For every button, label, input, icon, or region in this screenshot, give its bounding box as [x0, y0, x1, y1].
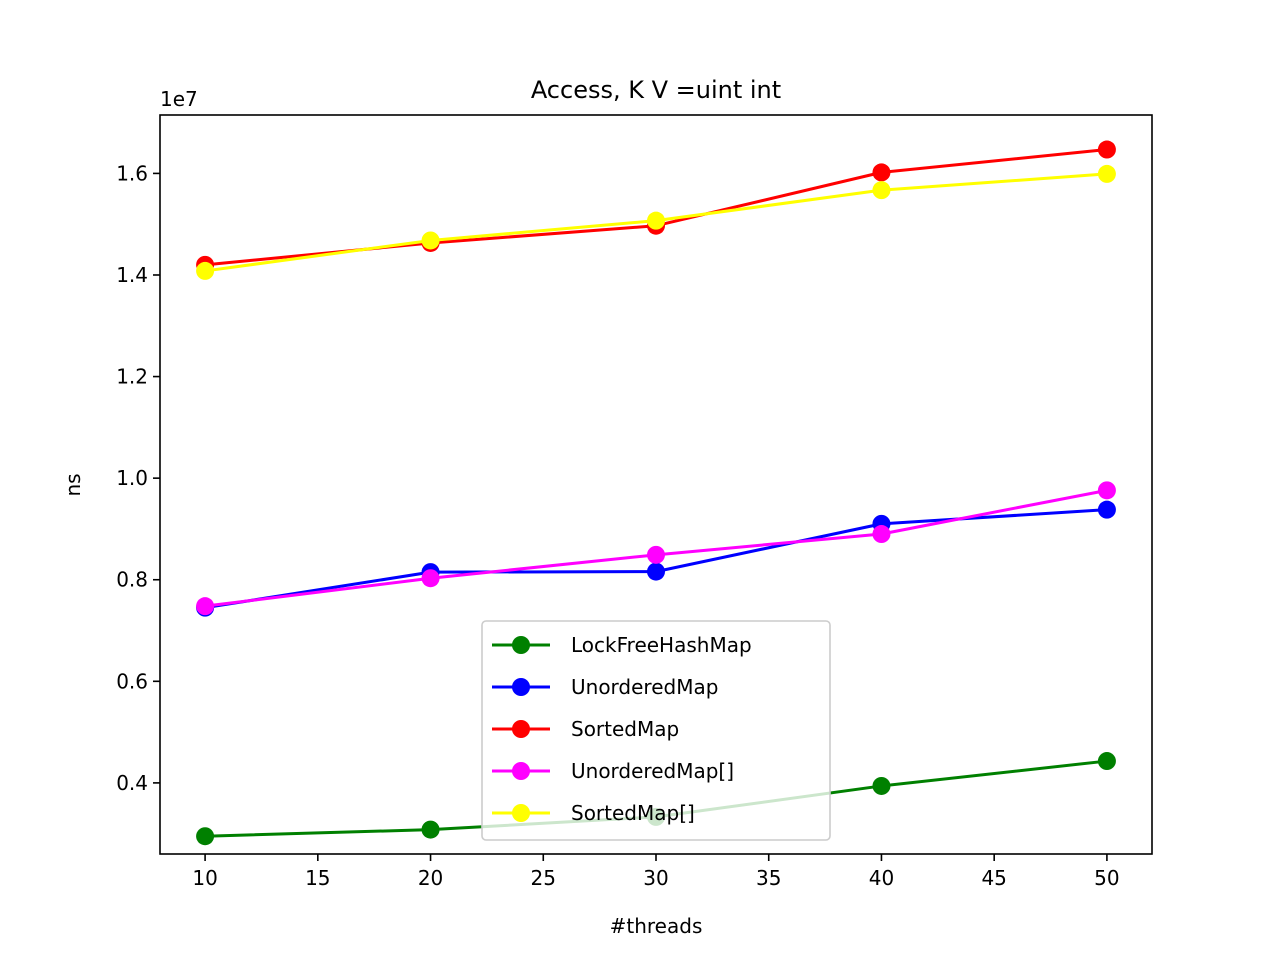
data-point: [1097, 752, 1116, 771]
legend-item: SortedMap[]: [492, 801, 695, 825]
legend-label: SortedMap: [571, 717, 679, 741]
x-axis-title: #threads: [610, 914, 703, 938]
y-tick-label: 0.6: [116, 669, 148, 693]
data-point: [421, 820, 440, 839]
data-point: [647, 211, 665, 230]
data-point: [1097, 481, 1116, 500]
x-tick-label: 20: [418, 866, 443, 890]
data-point: [196, 261, 215, 280]
series-unorderedmap: [196, 481, 1116, 616]
legend-item: SortedMap: [492, 717, 679, 741]
plot-area: [196, 140, 1116, 846]
data-point: [1097, 140, 1116, 159]
y-tick-label: 0.4: [116, 771, 148, 795]
data-point: [872, 163, 891, 182]
legend-marker: [512, 762, 530, 780]
x-tick-label: 35: [756, 866, 781, 890]
data-point: [1097, 500, 1116, 519]
data-point: [421, 231, 440, 250]
legend-label: UnorderedMap: [571, 675, 718, 699]
data-point: [647, 545, 665, 564]
legend-item: UnorderedMap[]: [492, 759, 734, 783]
x-tick-label: 40: [869, 866, 894, 890]
y-tick-label: 1.6: [116, 161, 148, 185]
legend-marker: [512, 678, 530, 696]
data-point: [196, 827, 215, 846]
y-tick-label: 0.8: [116, 568, 148, 592]
data-point: [647, 562, 665, 581]
legend-item: UnorderedMap: [492, 675, 718, 699]
data-point: [421, 569, 440, 588]
x-tick-label: 45: [981, 866, 1006, 890]
data-point: [196, 597, 215, 616]
x-tick-label: 25: [531, 866, 556, 890]
data-point: [872, 181, 891, 200]
data-point: [872, 525, 891, 544]
x-axis-ticks: 10 15 20 25 30 35 40 45 50: [192, 854, 1120, 890]
legend-box: [481, 620, 831, 841]
legend-marker: [512, 720, 530, 738]
legend-marker: [512, 636, 530, 654]
legend-label: SortedMap[]: [571, 801, 695, 825]
data-point: [1097, 164, 1116, 183]
y-axis-ticks: 0.4 0.6 0.8 1.0 1.2 1.4 1.6: [116, 161, 160, 795]
y-tick-label: 1.0: [116, 466, 148, 490]
x-tick-label: 10: [192, 866, 217, 890]
legend-marker: [512, 804, 530, 822]
series-sortedmap: [196, 164, 1116, 280]
x-tick-label: 30: [643, 866, 668, 890]
legend-label: UnorderedMap[]: [571, 759, 734, 783]
y-tick-label: 1.4: [116, 263, 148, 287]
legend-label: LockFreeHashMap: [571, 633, 752, 657]
chart-title: Access, K V =uint int: [531, 76, 781, 104]
axes-frame: [159, 114, 1153, 855]
x-tick-label: 50: [1094, 866, 1119, 890]
y-axis-title: ns: [61, 473, 85, 496]
legend: LockFreeHashMap UnorderedMap SortedMap Unor…: [481, 620, 831, 841]
data-point: [872, 776, 891, 795]
y-tick-label: 1.2: [116, 365, 148, 389]
x-tick-label: 15: [305, 866, 330, 890]
legend-item: LockFreeHashMap: [492, 633, 752, 657]
y-offset-label: 1e7: [160, 87, 198, 111]
